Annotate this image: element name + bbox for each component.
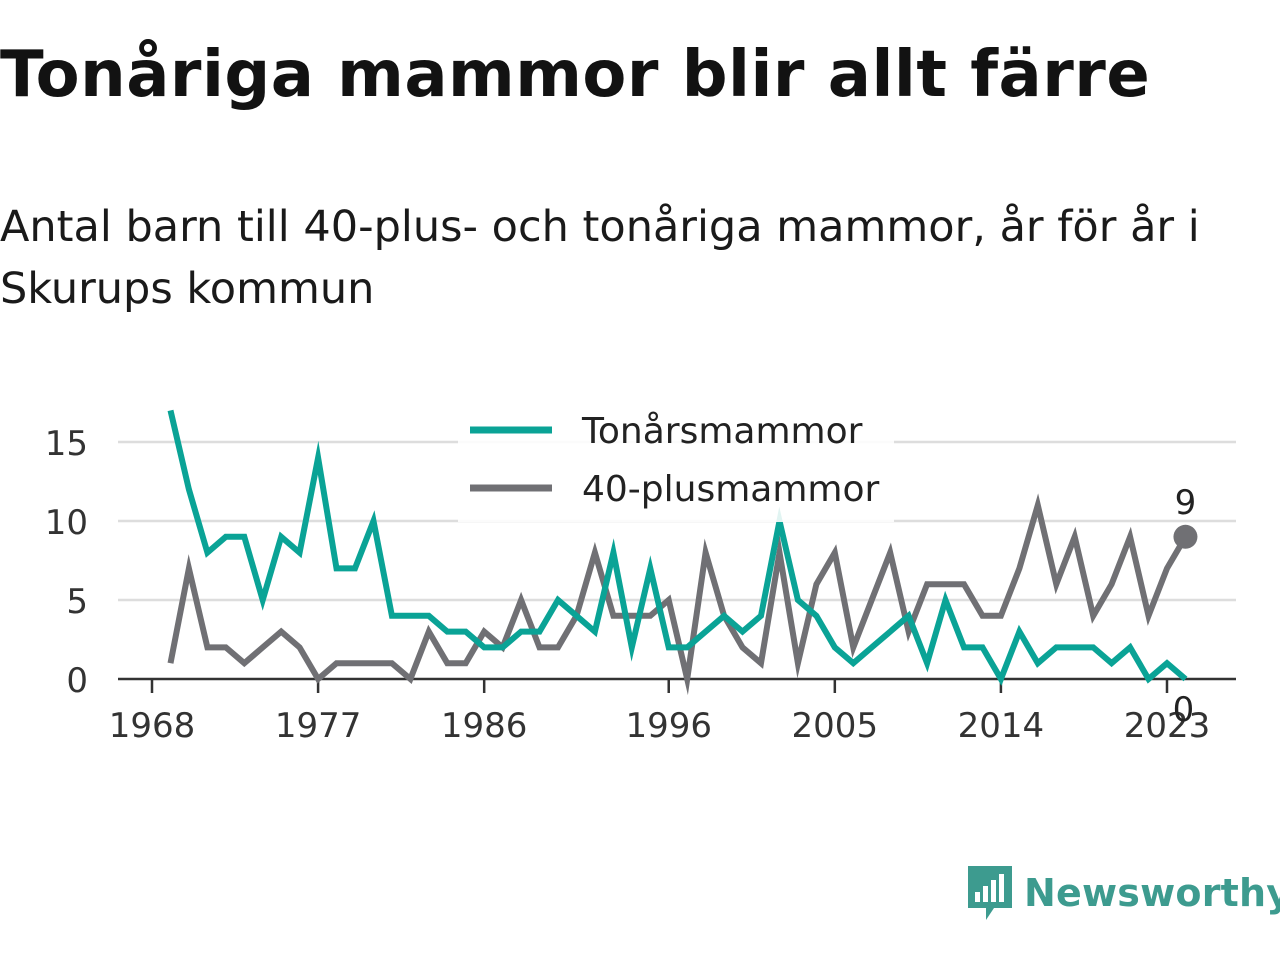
x-tick-label: 1996 <box>625 706 712 746</box>
end-marker-40plus <box>1173 524 1198 549</box>
legend-label: 40-plusmammor <box>582 469 880 510</box>
series-lines <box>167 409 1189 696</box>
x-tick-label: 2005 <box>792 706 879 746</box>
x-tick-label: 1968 <box>109 706 196 746</box>
x-tick-label: 1977 <box>275 706 362 746</box>
x-tick-label: 2023 <box>1124 706 1211 746</box>
brand-name: Newsworthy <box>1024 871 1280 915</box>
y-tick-label: 5 <box>66 582 88 622</box>
y-tick-label: 0 <box>66 661 88 701</box>
y-tick-label: 15 <box>45 424 88 464</box>
line-chart: 0 5 10 15 1968 1977 1986 1996 2005 2014 2023 Tonå… <box>44 400 1236 746</box>
end-labels: 90 <box>1173 483 1198 730</box>
y-axis-ticks: 0 5 10 15 <box>45 424 88 701</box>
legend: Tonårsmammor 40-plusmammor <box>458 400 894 522</box>
x-tick-label: 2014 <box>958 706 1045 746</box>
end-label-40plus: 9 <box>1175 483 1197 523</box>
legend-background <box>458 400 894 522</box>
end-label-teen: 0 <box>1173 690 1195 730</box>
chart-title: Tonåriga mammor blir allt färre <box>0 38 1151 112</box>
series-line-40plus-mothers <box>167 493 1189 696</box>
newsworthy-bar-chart-icon <box>968 866 1012 920</box>
newsworthy-logo: Newsworthy <box>964 862 1280 924</box>
legend-label: Tonårsmammor <box>581 411 863 452</box>
y-tick-label: 10 <box>45 503 88 543</box>
chart-subtitle: Antal barn till 40-plus- och tonåriga ma… <box>0 202 1200 314</box>
series-line-teen-mothers <box>167 409 1188 686</box>
x-tick-label: 1986 <box>441 706 528 746</box>
x-axis-ticks: 1968 1977 1986 1996 2005 2014 2023 <box>109 679 1211 746</box>
